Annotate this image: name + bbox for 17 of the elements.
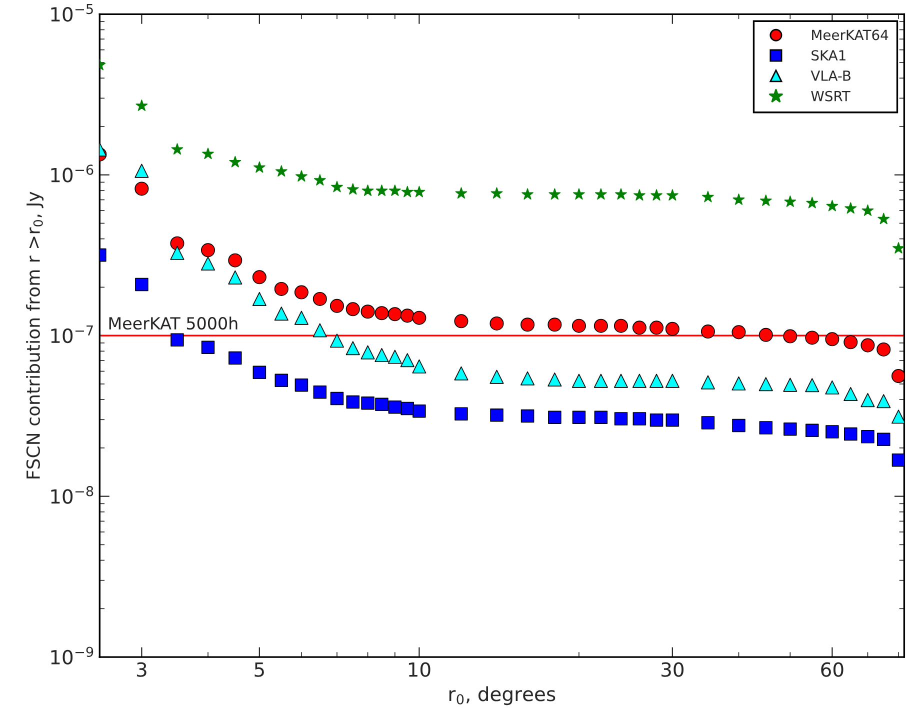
x-tick-label: 60 bbox=[821, 662, 844, 677]
x-tick-label: 10 bbox=[408, 662, 430, 677]
y-tick-label: 10$^{−7}$ bbox=[51, 325, 93, 344]
y-axis-title: FSCN contribution from r >r$_{0}$, Jy bbox=[26, 192, 44, 478]
ref-line-label: MeerKAT 5000h bbox=[109, 316, 238, 330]
y-tick-label: 10$^{−8}$ bbox=[51, 486, 94, 504]
x-tick-label: 5 bbox=[254, 662, 264, 677]
x-axis-title: r$_{0}$, degrees bbox=[449, 686, 556, 706]
y-tick-label: 10$^{−9}$ bbox=[51, 646, 94, 665]
legend-label: WSRT bbox=[811, 90, 850, 102]
legend-label: VLA-B bbox=[810, 70, 850, 81]
y-tick-label: 10$^{−6}$ bbox=[51, 164, 94, 182]
x-tick-label: 3 bbox=[136, 662, 146, 677]
legend-label: SKA1 bbox=[812, 50, 846, 61]
x-tick-label: 30 bbox=[662, 662, 684, 677]
y-tick-label: 10$^{−5}$ bbox=[51, 4, 93, 22]
legend-label: MeerKAT64 bbox=[812, 30, 888, 40]
